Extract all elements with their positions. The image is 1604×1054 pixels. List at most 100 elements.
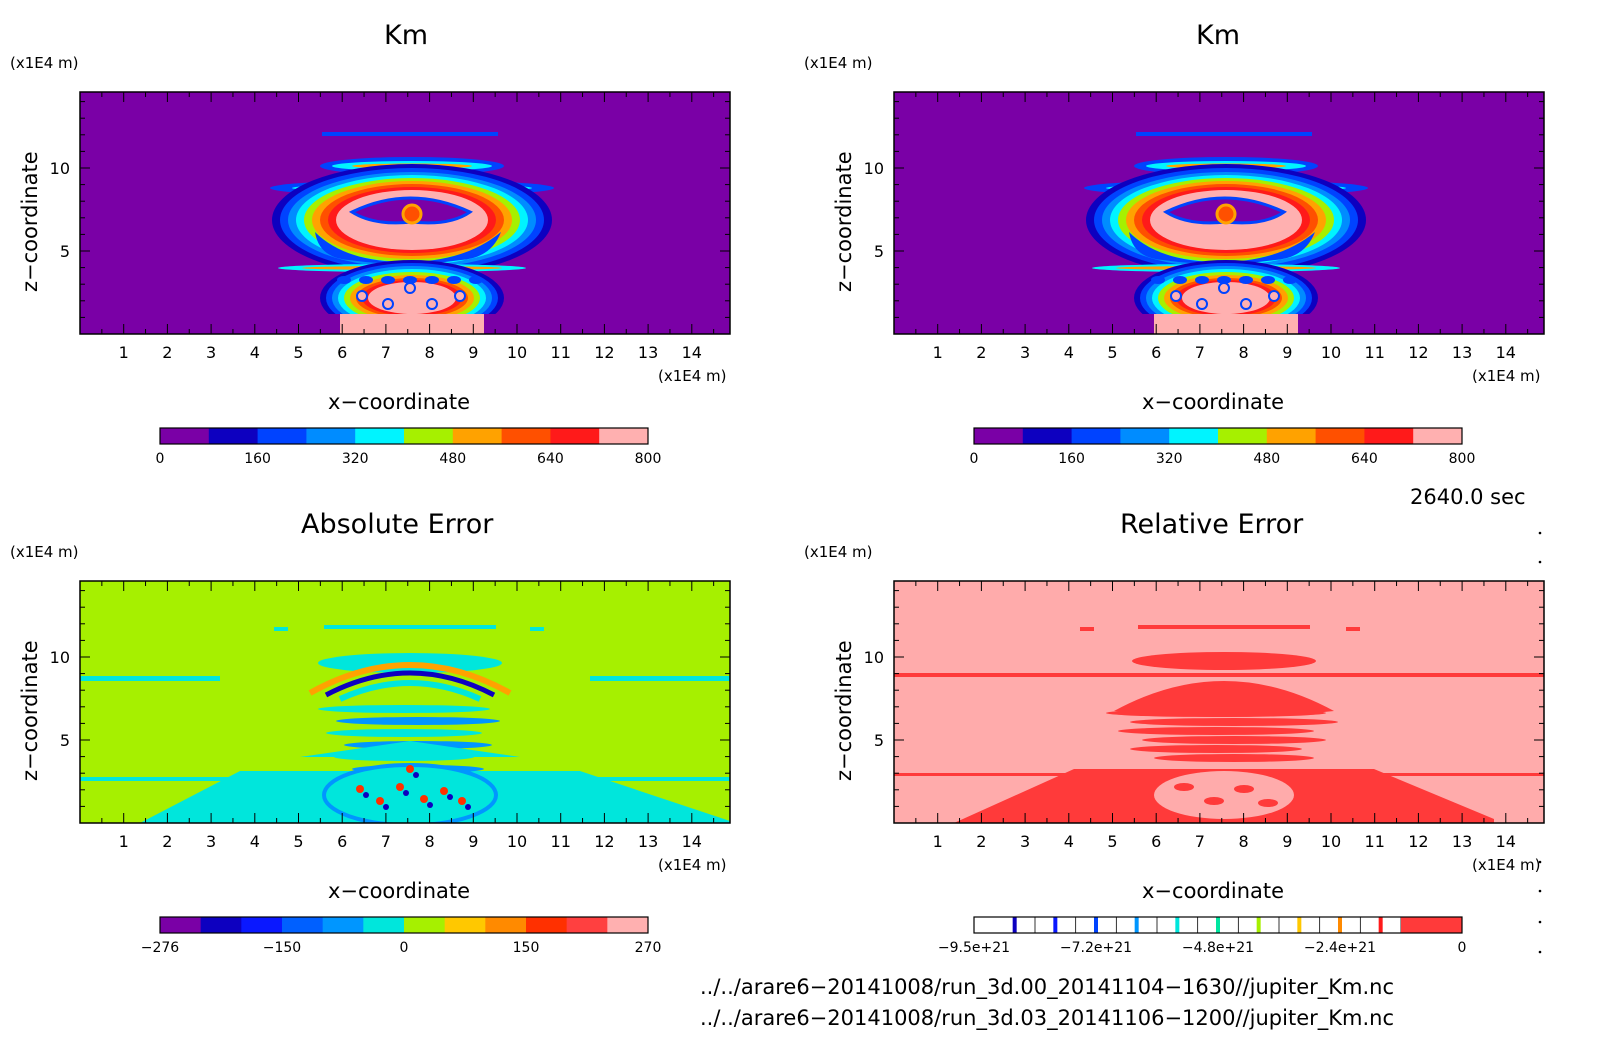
km-lower-lobe bbox=[315, 232, 501, 264]
colorbar-swatch bbox=[1315, 428, 1365, 444]
km-mid-blob bbox=[1151, 276, 1165, 284]
colorbar-swatch bbox=[1120, 428, 1170, 444]
abs-hotspot bbox=[440, 787, 448, 795]
colorbar-swatch bbox=[322, 917, 364, 933]
rel-stripe bbox=[1130, 745, 1302, 753]
x-tick-label: 11 bbox=[1365, 343, 1385, 362]
panel-2-colorbar: 0 160 320 480 640 800 bbox=[970, 427, 1476, 467]
colorbar-label: 800 bbox=[635, 451, 662, 467]
panel-4-xlabel: x−coordinate bbox=[1142, 879, 1285, 903]
x-tick-label: 1 bbox=[933, 832, 943, 851]
km-mid-blob bbox=[337, 276, 351, 284]
x-tick-label: 2 bbox=[976, 343, 986, 362]
rel-stripe bbox=[1118, 727, 1314, 735]
x-tick-label: 13 bbox=[638, 832, 658, 851]
colorbar-stripe bbox=[1338, 917, 1342, 933]
x-tick-label: 10 bbox=[1321, 832, 1341, 851]
panel-2-z-ticks: 5 10 bbox=[864, 101, 1544, 335]
x-tick-label: 8 bbox=[425, 343, 435, 362]
abs-top-line bbox=[324, 625, 496, 629]
colorbar-stripe bbox=[1256, 917, 1261, 933]
km-lower-cell bbox=[356, 290, 368, 302]
colorbar-label: 0 bbox=[400, 940, 409, 956]
colorbar-label: 160 bbox=[1058, 451, 1085, 467]
km-lower-base bbox=[1154, 314, 1298, 334]
abs-wedge bbox=[300, 741, 520, 757]
margin-dot bbox=[1538, 950, 1542, 954]
colorbar-swatch bbox=[485, 917, 527, 933]
colorbar-stripe bbox=[1094, 917, 1098, 933]
x-tick-label: 10 bbox=[507, 343, 527, 362]
x-tick-label: 5 bbox=[293, 832, 303, 851]
panel-1-z-ticks: 5 10 bbox=[50, 101, 730, 335]
rel-fleck bbox=[1204, 797, 1224, 805]
colorbar-swatch bbox=[1364, 428, 1414, 444]
colorbar-label: 0 bbox=[156, 451, 165, 467]
x-tick-label: 9 bbox=[468, 343, 478, 362]
colorbar-swatch bbox=[526, 917, 568, 933]
colorbar-stripe bbox=[1134, 917, 1139, 933]
panel-4-colorbar: −9.5e+21 −7.2e+21 −4.8e+21 −2.4e+21 0 bbox=[938, 916, 1467, 956]
x-tick-label: 9 bbox=[1282, 832, 1292, 851]
km-lower-cell bbox=[1240, 298, 1252, 310]
x-tick-label: 11 bbox=[1365, 832, 1385, 851]
colorbar-label: −2.4e+21 bbox=[1304, 940, 1376, 956]
rel-hline-1 bbox=[894, 673, 1544, 677]
panel-3-x-unit: (x1E4 m) bbox=[658, 856, 727, 874]
rel-stripe bbox=[1106, 709, 1326, 717]
km-mid-blob bbox=[1217, 276, 1231, 284]
km-mid-blob bbox=[1261, 276, 1275, 284]
abs-hotspot bbox=[458, 797, 466, 805]
x-tick-label: 12 bbox=[1408, 832, 1428, 851]
colorbar-label: 320 bbox=[342, 451, 369, 467]
x-tick-label: 1 bbox=[119, 832, 129, 851]
z-tick-label: 5 bbox=[874, 242, 884, 261]
colorbar-swatch bbox=[208, 428, 259, 444]
colorbar-label: 480 bbox=[1253, 451, 1280, 467]
km-mid-blob bbox=[1195, 276, 1209, 284]
km-lower-cell bbox=[1218, 282, 1230, 294]
panel-1-xlabel: x−coordinate bbox=[328, 390, 471, 414]
colorbar-end bbox=[1401, 917, 1462, 933]
panel-3-z-unit: (x1E4 m) bbox=[10, 543, 79, 561]
colorbar-swatch bbox=[607, 917, 649, 933]
colorbar-frame bbox=[973, 427, 1463, 445]
rel-fleck bbox=[1174, 783, 1194, 791]
colorbar-label: 270 bbox=[635, 940, 662, 956]
x-tick-label: 3 bbox=[206, 343, 216, 362]
colorbar-swatch bbox=[282, 917, 324, 933]
km-mid-blob bbox=[1239, 276, 1253, 284]
km-mid-blob bbox=[1283, 276, 1297, 284]
plot-frame bbox=[893, 580, 1545, 824]
x-tick-label: 1 bbox=[933, 343, 943, 362]
colorbar-swatch bbox=[404, 428, 454, 444]
z-tick-label: 10 bbox=[50, 648, 70, 667]
x-tick-label: 13 bbox=[1452, 343, 1472, 362]
colorbar-label: 800 bbox=[1449, 451, 1476, 467]
panel-4-x-ticks: 1 2 3 4 5 6 7 8 9 10 11 12 13 14 bbox=[893, 581, 1529, 851]
panel-4-z-ticks: 5 10 bbox=[864, 590, 1544, 824]
x-tick-label: 12 bbox=[594, 832, 614, 851]
x-tick-label: 13 bbox=[1452, 832, 1472, 851]
x-tick-label: 4 bbox=[1064, 343, 1074, 362]
colorbar-label: 0 bbox=[1458, 940, 1467, 956]
z-tick-label: 10 bbox=[864, 648, 884, 667]
time-label: 2640.0 sec bbox=[1410, 485, 1526, 509]
colorbar-frame bbox=[159, 916, 649, 934]
colorbar-label: −7.2e+21 bbox=[1060, 940, 1132, 956]
x-tick-label: 11 bbox=[551, 343, 571, 362]
x-tick-label: 6 bbox=[1151, 832, 1161, 851]
x-tick-label: 11 bbox=[551, 832, 571, 851]
colorbar-swatch bbox=[160, 428, 210, 444]
rel-stripe bbox=[1142, 736, 1326, 744]
x-tick-label: 7 bbox=[1195, 832, 1205, 851]
km-lower-cell bbox=[1268, 290, 1280, 302]
margin-dot bbox=[1538, 531, 1542, 535]
rel-stripe bbox=[1130, 718, 1338, 726]
abs-hotspot bbox=[406, 765, 414, 773]
